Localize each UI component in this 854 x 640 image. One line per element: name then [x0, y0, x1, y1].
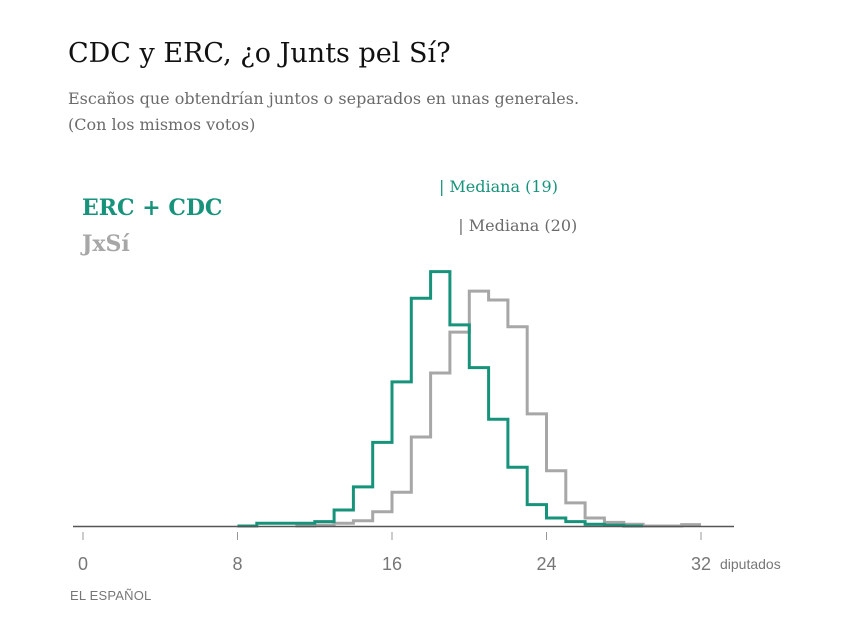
x-tick-label-16: 16	[382, 554, 402, 574]
x-tick-label-32: 32	[691, 554, 711, 574]
series-line-erc-cdc	[237, 270, 644, 528]
subtitle-line-2: (Con los mismos votos)	[68, 115, 256, 134]
median-label-erc-cdc: | Mediana (19)	[439, 177, 558, 196]
legend-entry-erc-cdc: ERC + CDC	[82, 195, 223, 221]
chart-title: CDC y ERC, ¿o Junts pel Sí?	[68, 38, 451, 69]
legend-entry-jxsi: JxSí	[82, 231, 130, 257]
source-credit: EL ESPAÑOL	[70, 588, 152, 603]
median-label-jxsi: | Mediana (20)	[458, 216, 577, 235]
subtitle-line-1: Escaños que obtendrían juntos o separado…	[68, 89, 580, 108]
x-tick-label-0: 0	[78, 554, 88, 574]
x-tick-label-24: 24	[536, 554, 556, 574]
series-line-jxs	[295, 289, 701, 528]
x-tick-label-8: 8	[232, 554, 242, 574]
chart-legend: ERC + CDC JxSí	[82, 190, 222, 262]
chart-subtitle: Escaños que obtendrían juntos o separado…	[68, 86, 579, 138]
x-axis-label: diputados	[720, 556, 781, 572]
